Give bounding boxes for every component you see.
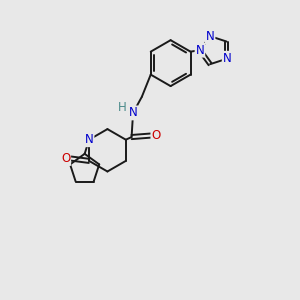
- Text: N: N: [196, 44, 204, 57]
- Text: N: N: [206, 30, 214, 43]
- Text: H: H: [118, 101, 126, 114]
- Text: N: N: [223, 52, 232, 65]
- Text: N: N: [129, 106, 137, 119]
- Text: O: O: [61, 152, 70, 165]
- Text: O: O: [152, 129, 160, 142]
- Text: N: N: [85, 133, 94, 146]
